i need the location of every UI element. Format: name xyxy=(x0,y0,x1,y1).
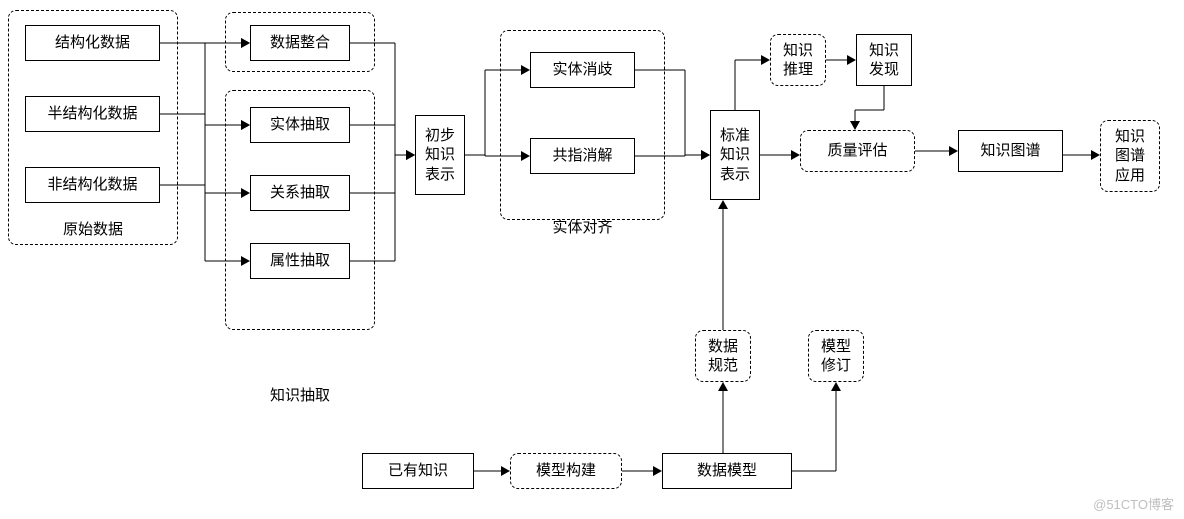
group-label-align_g: 实体对齐 xyxy=(500,216,665,237)
node-n_datanorm: 数据 规范 xyxy=(695,330,751,382)
node-n_struct: 结构化数据 xyxy=(25,25,160,61)
node-n_relex: 关系抽取 xyxy=(250,175,350,211)
node-n_prelim: 初步 知识 表示 xyxy=(415,115,465,195)
node-n_modelrev: 模型 修订 xyxy=(808,330,864,382)
node-n_datamodel: 数据模型 xyxy=(662,453,792,489)
node-n_dataint: 数据整合 xyxy=(250,25,350,61)
node-n_disamb: 实体消歧 xyxy=(530,52,635,88)
node-n_unstruct: 非结构化数据 xyxy=(25,167,160,203)
node-n_existing: 已有知识 xyxy=(362,453,474,489)
node-n_attrex: 属性抽取 xyxy=(250,243,350,279)
node-n_kgapp: 知识 图谱 应用 xyxy=(1100,120,1160,192)
node-n_stdrep: 标准 知识 表示 xyxy=(710,110,760,200)
group-label-raw_data: 原始数据 xyxy=(8,218,178,239)
node-n_semi: 半结构化数据 xyxy=(25,96,160,132)
node-n_kg: 知识图谱 xyxy=(958,130,1063,172)
group-label-extract_g: 知识抽取 xyxy=(225,384,375,405)
node-n_discover: 知识 发现 xyxy=(856,34,912,86)
watermark: @51CTO博客 xyxy=(1093,494,1174,513)
diagram-stage: @51CTO博客 原始数据知识抽取实体对齐结构化数据半结构化数据非结构化数据数据… xyxy=(0,0,1184,519)
node-n_quality: 质量评估 xyxy=(800,130,915,172)
node-n_infer: 知识 推理 xyxy=(770,34,826,86)
node-n_entityex: 实体抽取 xyxy=(250,107,350,143)
node-n_modelbld: 模型构建 xyxy=(510,453,622,489)
node-n_coref: 共指消解 xyxy=(530,138,635,174)
